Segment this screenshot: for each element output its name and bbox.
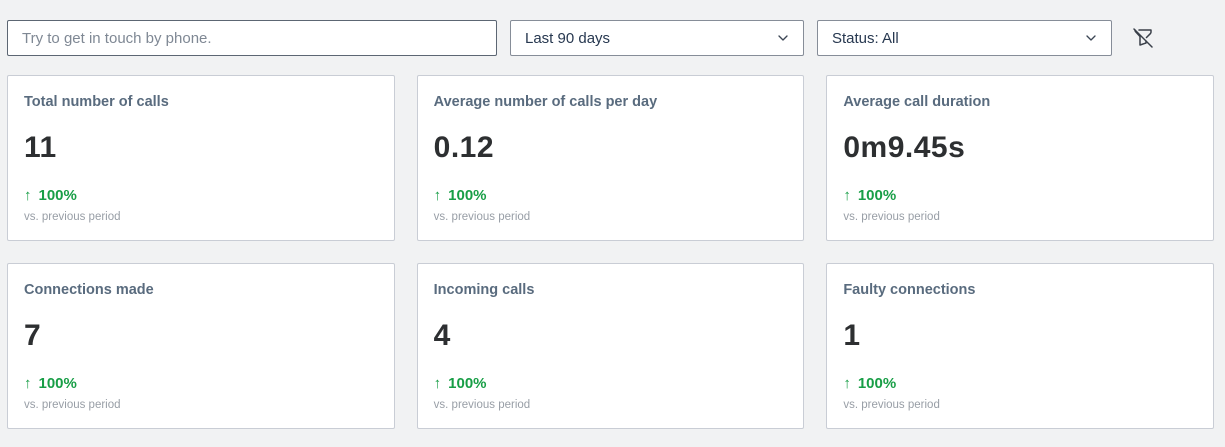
stat-card-connections-made: Connections made 7 ↑ 100% vs. previous p…	[7, 263, 395, 429]
filter-off-icon	[1131, 26, 1155, 50]
card-comparison-label: vs. previous period	[843, 211, 940, 223]
card-value: 11	[24, 131, 57, 164]
card-comparison-label: vs. previous period	[433, 399, 531, 411]
delta-percent: 100%	[857, 187, 897, 204]
filters-toolbar: Last 90 days Status: All	[7, 20, 1215, 56]
stat-card-avg-calls-per-day: Average number of calls per day 0.12 ↑ 1…	[416, 75, 805, 241]
chevron-down-icon	[775, 30, 791, 46]
card-value: 1	[843, 319, 861, 352]
up-arrow-icon: ↑	[433, 187, 442, 204]
card-value: 7	[24, 319, 42, 352]
card-delta: ↑ 100%	[434, 374, 788, 393]
card-value: 0.12	[433, 131, 495, 164]
card-title: Connections made	[24, 282, 154, 298]
card-delta: ↑ 100%	[24, 186, 378, 205]
stat-card-avg-call-duration: Average call duration 0m9.45s ↑ 100% vs.…	[826, 75, 1214, 241]
status-select[interactable]: Status: All	[817, 20, 1112, 56]
status-value: Status: All	[832, 29, 899, 47]
card-comparison-label: vs. previous period	[843, 399, 940, 411]
search-input[interactable]	[7, 20, 497, 56]
card-comparison-label: vs. previous period	[24, 211, 121, 223]
up-arrow-icon: ↑	[433, 375, 442, 392]
stat-card-incoming-calls: Incoming calls 4 ↑ 100% vs. previous per…	[416, 263, 805, 429]
up-arrow-icon: ↑	[843, 187, 851, 204]
card-comparison-label: vs. previous period	[24, 399, 121, 411]
card-comparison-label: vs. previous period	[433, 211, 531, 223]
date-range-select[interactable]: Last 90 days	[510, 20, 804, 56]
card-title: Faulty connections	[843, 282, 976, 298]
card-value: 0m9.45s	[843, 131, 966, 164]
card-delta: ↑ 100%	[843, 186, 1197, 205]
delta-percent: 100%	[448, 187, 487, 204]
up-arrow-icon: ↑	[24, 375, 32, 392]
delta-percent: 100%	[38, 187, 77, 204]
up-arrow-icon: ↑	[843, 375, 851, 392]
card-title: Average call duration	[843, 94, 991, 110]
stat-card-faulty-connections: Faulty connections 1 ↑ 100% vs. previous…	[826, 263, 1214, 429]
card-delta: ↑ 100%	[24, 374, 378, 393]
card-delta: ↑ 100%	[843, 374, 1197, 393]
clear-filters-button[interactable]	[1129, 24, 1157, 52]
card-delta: ↑ 100%	[434, 186, 788, 205]
chevron-down-icon	[1083, 30, 1099, 46]
delta-percent: 100%	[38, 375, 77, 392]
card-title: Total number of calls	[24, 94, 169, 110]
date-range-value: Last 90 days	[525, 29, 611, 47]
stats-grid: Total number of calls 11 ↑ 100% vs. prev…	[7, 75, 1214, 429]
delta-percent: 100%	[857, 375, 897, 392]
card-value: 4	[433, 319, 451, 352]
up-arrow-icon: ↑	[24, 187, 32, 204]
card-title: Incoming calls	[433, 282, 535, 298]
stat-card-total-calls: Total number of calls 11 ↑ 100% vs. prev…	[7, 75, 395, 241]
card-title: Average number of calls per day	[433, 94, 658, 110]
delta-percent: 100%	[448, 375, 487, 392]
